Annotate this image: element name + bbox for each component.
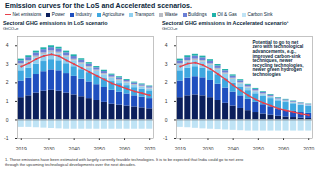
html-text:Oil & Gas: Oil & Gas	[217, 12, 237, 17]
html-text:Buildings: Buildings	[188, 12, 207, 17]
svg-text:0: 0	[6, 117, 9, 123]
svg-text:2050: 2050	[253, 146, 264, 150]
svg-text:4: 4	[165, 42, 168, 48]
html-text:Sectoral GHG emissions in Acce: Sectoral GHG emissions in Accelerated sc…	[162, 20, 289, 26]
html-text:Power: Power	[51, 12, 65, 17]
svg-text:-1: -1	[4, 135, 9, 141]
svg-text:Potential to go to netzero wit: Potential to go to netzero with technolo…	[253, 40, 304, 77]
html-text:Net emissions: Net emissions	[12, 12, 42, 17]
svg-text:1: 1	[165, 98, 168, 104]
svg-text:2019: 2019	[175, 146, 186, 150]
svg-text:2060: 2060	[119, 146, 130, 150]
svg-text:3: 3	[6, 61, 9, 67]
html-text:Transport: Transport	[134, 12, 155, 17]
svg-text:4: 4	[6, 42, 9, 48]
html-text:Agriculture: Agriculture	[102, 12, 125, 17]
html-text:Emission curves for the LoS an: Emission curves for the LoS and Accelera…	[5, 2, 192, 9]
svg-text:2070: 2070	[303, 146, 314, 150]
html-text:GtCO₂e: GtCO₂e	[3, 26, 19, 31]
svg-text:2: 2	[165, 79, 168, 85]
svg-text:2030: 2030	[43, 146, 54, 150]
svg-text:2040: 2040	[69, 146, 80, 150]
svg-text:3: 3	[165, 61, 168, 67]
svg-text:2040: 2040	[228, 146, 239, 150]
svg-text:2: 2	[6, 79, 9, 85]
svg-text:0: 0	[165, 117, 168, 123]
html-text:Waste: Waste	[164, 12, 178, 17]
html-text:Carbon Sink: Carbon Sink	[247, 12, 273, 17]
svg-text:2019: 2019	[16, 146, 27, 150]
html-text:1. These emissions have been e: 1. These emissions have been estimated w…	[5, 157, 244, 167]
svg-text:2070: 2070	[144, 146, 155, 150]
html-text:GtCO₂e: GtCO₂e	[162, 26, 178, 31]
html-text:Sectoral GHG emissions in LoS: Sectoral GHG emissions in LoS scenario	[3, 20, 108, 26]
svg-text:-1: -1	[163, 135, 168, 141]
svg-text:1: 1	[6, 98, 9, 104]
svg-text:2030: 2030	[202, 146, 213, 150]
html-text:Industry: Industry	[75, 12, 92, 17]
svg-text:2050: 2050	[94, 146, 105, 150]
svg-text:2060: 2060	[278, 146, 289, 150]
